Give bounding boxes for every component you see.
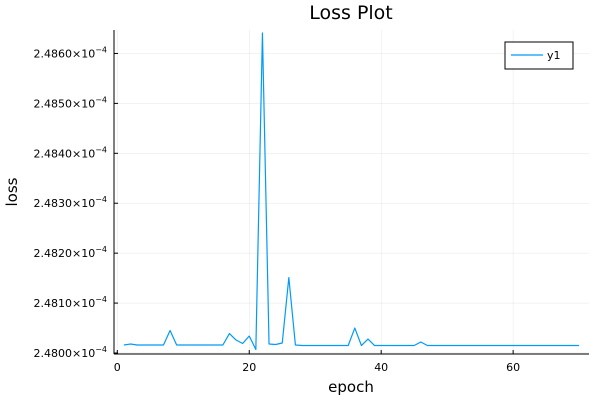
y-tick-label: 2.4830×10−4 bbox=[34, 195, 108, 210]
chart-title: Loss Plot bbox=[309, 2, 393, 24]
y-axis-label: loss bbox=[3, 177, 21, 206]
x-tick-label: 60 bbox=[506, 361, 520, 374]
x-tick-label: 20 bbox=[242, 361, 256, 374]
tick-layer: 0 20 40 60 2.4800×10−4 2.4810×10−4 2.4820×10−4… bbox=[34, 45, 521, 374]
y-tick-label: 2.4850×10−4 bbox=[34, 95, 108, 110]
y-tick-label: 2.4800×10−4 bbox=[34, 345, 108, 360]
y-tick-label: 2.4860×10−4 bbox=[34, 45, 108, 60]
y-tick-label: 2.4820×10−4 bbox=[34, 245, 108, 260]
x-axis-label: epoch bbox=[328, 378, 374, 396]
y-tick-label: 2.4840×10−4 bbox=[34, 145, 108, 160]
series-line-y1 bbox=[123, 32, 580, 351]
legend: y1 bbox=[504, 41, 574, 70]
series-layer bbox=[123, 32, 580, 351]
axis-layer bbox=[113, 30, 589, 355]
x-tick-label: 0 bbox=[114, 361, 121, 374]
legend-label-y1: y1 bbox=[547, 49, 561, 62]
y-tick-label: 2.4810×10−4 bbox=[34, 295, 108, 310]
x-tick-label: 40 bbox=[374, 361, 388, 374]
